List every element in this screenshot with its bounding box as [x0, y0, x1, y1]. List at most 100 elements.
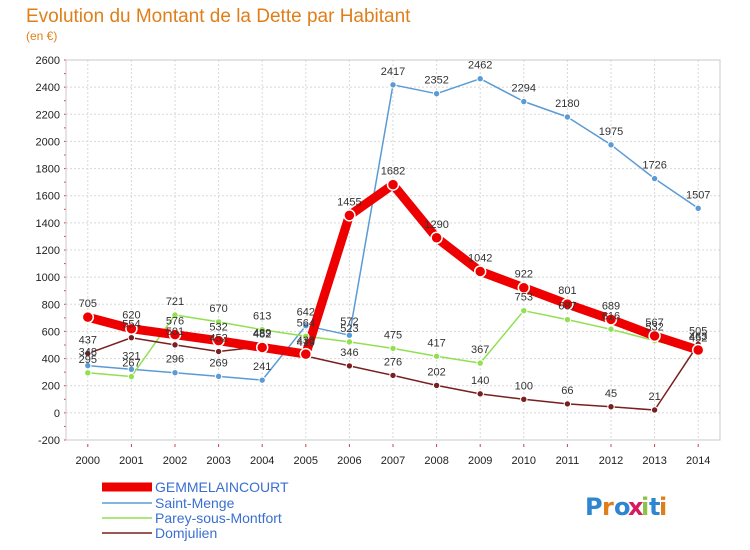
data-label: 670 — [209, 303, 227, 315]
data-label: 452 — [689, 333, 707, 345]
x-minor-tick — [348, 444, 350, 447]
data-label: 202 — [427, 366, 445, 378]
data-label: 2417 — [381, 66, 405, 78]
data-label: 241 — [253, 361, 271, 373]
data-label: 1682 — [381, 166, 405, 178]
x-minor-tick — [130, 444, 132, 447]
y-tick-label: 1600 — [36, 191, 60, 203]
data-point — [214, 347, 223, 356]
data-point — [604, 313, 618, 326]
data-point — [563, 113, 572, 121]
x-tick-label: 2008 — [424, 455, 448, 467]
data-point — [127, 365, 136, 373]
y-minor-tick — [64, 222, 66, 224]
data-label: 2180 — [555, 98, 579, 110]
data-point — [302, 332, 310, 341]
data-point — [691, 343, 705, 357]
x-tick-label: 2002 — [163, 455, 187, 467]
x-minor-tick — [87, 444, 89, 447]
data-label: 523 — [340, 323, 358, 335]
logo-letter: x — [628, 493, 644, 521]
data-label: 576 — [166, 316, 184, 328]
legend-entry: GEMMELAINCOURT — [155, 479, 289, 495]
data-label: 687 — [558, 301, 576, 313]
data-label: 1290 — [424, 219, 448, 231]
data-label: 482 — [253, 328, 271, 340]
legend-entry: Domjulien — [155, 525, 217, 541]
x-minor-tick — [523, 444, 525, 447]
data-point — [563, 400, 572, 408]
data-label: 572 — [340, 316, 358, 328]
data-label: 753 — [515, 292, 533, 304]
y-minor-tick — [64, 303, 66, 305]
chart-subtitle: (en €) — [26, 29, 57, 43]
data-point — [168, 328, 182, 341]
data-label: 346 — [340, 347, 358, 359]
data-label: 2294 — [512, 83, 536, 95]
data-point — [127, 372, 136, 381]
x-minor-tick — [654, 444, 656, 447]
data-point — [255, 341, 269, 354]
data-label: 554 — [122, 319, 140, 331]
data-label: 532 — [209, 322, 227, 334]
data-point — [81, 310, 95, 324]
x-tick-label: 2000 — [76, 455, 100, 467]
x-tick-label: 2006 — [337, 455, 361, 467]
x-minor-tick — [566, 444, 568, 447]
x-tick-label: 2005 — [294, 455, 318, 467]
data-label: 505 — [689, 325, 707, 337]
data-label: 489 — [253, 327, 271, 339]
data-label: 348 — [79, 347, 97, 359]
data-point — [386, 178, 400, 191]
data-point — [648, 329, 661, 343]
data-label: 1726 — [642, 160, 666, 172]
data-point — [520, 395, 528, 403]
x-minor-tick — [479, 444, 481, 447]
data-label: 2352 — [424, 75, 448, 87]
data-label: 433 — [297, 335, 315, 347]
x-tick-label: 2009 — [468, 455, 492, 467]
y-minor-tick — [64, 412, 66, 414]
data-label: 267 — [122, 358, 140, 370]
data-label: 21 — [648, 391, 660, 403]
y-tick-label: 1200 — [36, 245, 60, 257]
data-point — [520, 306, 528, 315]
x-tick-label: 2011 — [556, 455, 580, 467]
data-label: 417 — [427, 337, 445, 349]
y-minor-tick — [64, 439, 66, 441]
data-label: 501 — [166, 326, 184, 338]
logo-letter: t — [649, 493, 660, 521]
legend-entry: Parey-sous-Montfort — [155, 510, 282, 526]
y-minor-tick — [64, 195, 66, 197]
y-tick-label: 2000 — [36, 136, 60, 148]
data-label: 419 — [297, 337, 315, 349]
data-point — [517, 281, 531, 294]
data-label: 564 — [297, 317, 315, 329]
x-tick-label: 2013 — [642, 455, 666, 467]
y-minor-tick — [64, 113, 66, 115]
data-point — [520, 97, 528, 106]
data-label: 1975 — [599, 126, 623, 138]
data-label: 45 — [605, 388, 617, 400]
y-tick-label: 2400 — [36, 82, 60, 94]
y-minor-tick — [64, 290, 66, 292]
data-point — [561, 297, 574, 311]
y-minor-tick — [64, 73, 66, 75]
data-point — [563, 315, 572, 324]
data-point — [171, 368, 179, 377]
y-minor-tick — [64, 100, 66, 102]
data-point — [84, 369, 92, 377]
data-point — [607, 325, 615, 333]
data-point — [258, 325, 266, 334]
x-minor-tick — [218, 444, 220, 447]
y-minor-tick — [64, 154, 66, 156]
data-point — [125, 322, 138, 335]
data-point — [343, 209, 356, 222]
y-tick-label: -200 — [38, 435, 60, 447]
y-tick-label: 200 — [42, 381, 60, 393]
data-point — [432, 352, 441, 360]
data-point — [650, 174, 659, 183]
y-minor-tick — [64, 344, 66, 346]
